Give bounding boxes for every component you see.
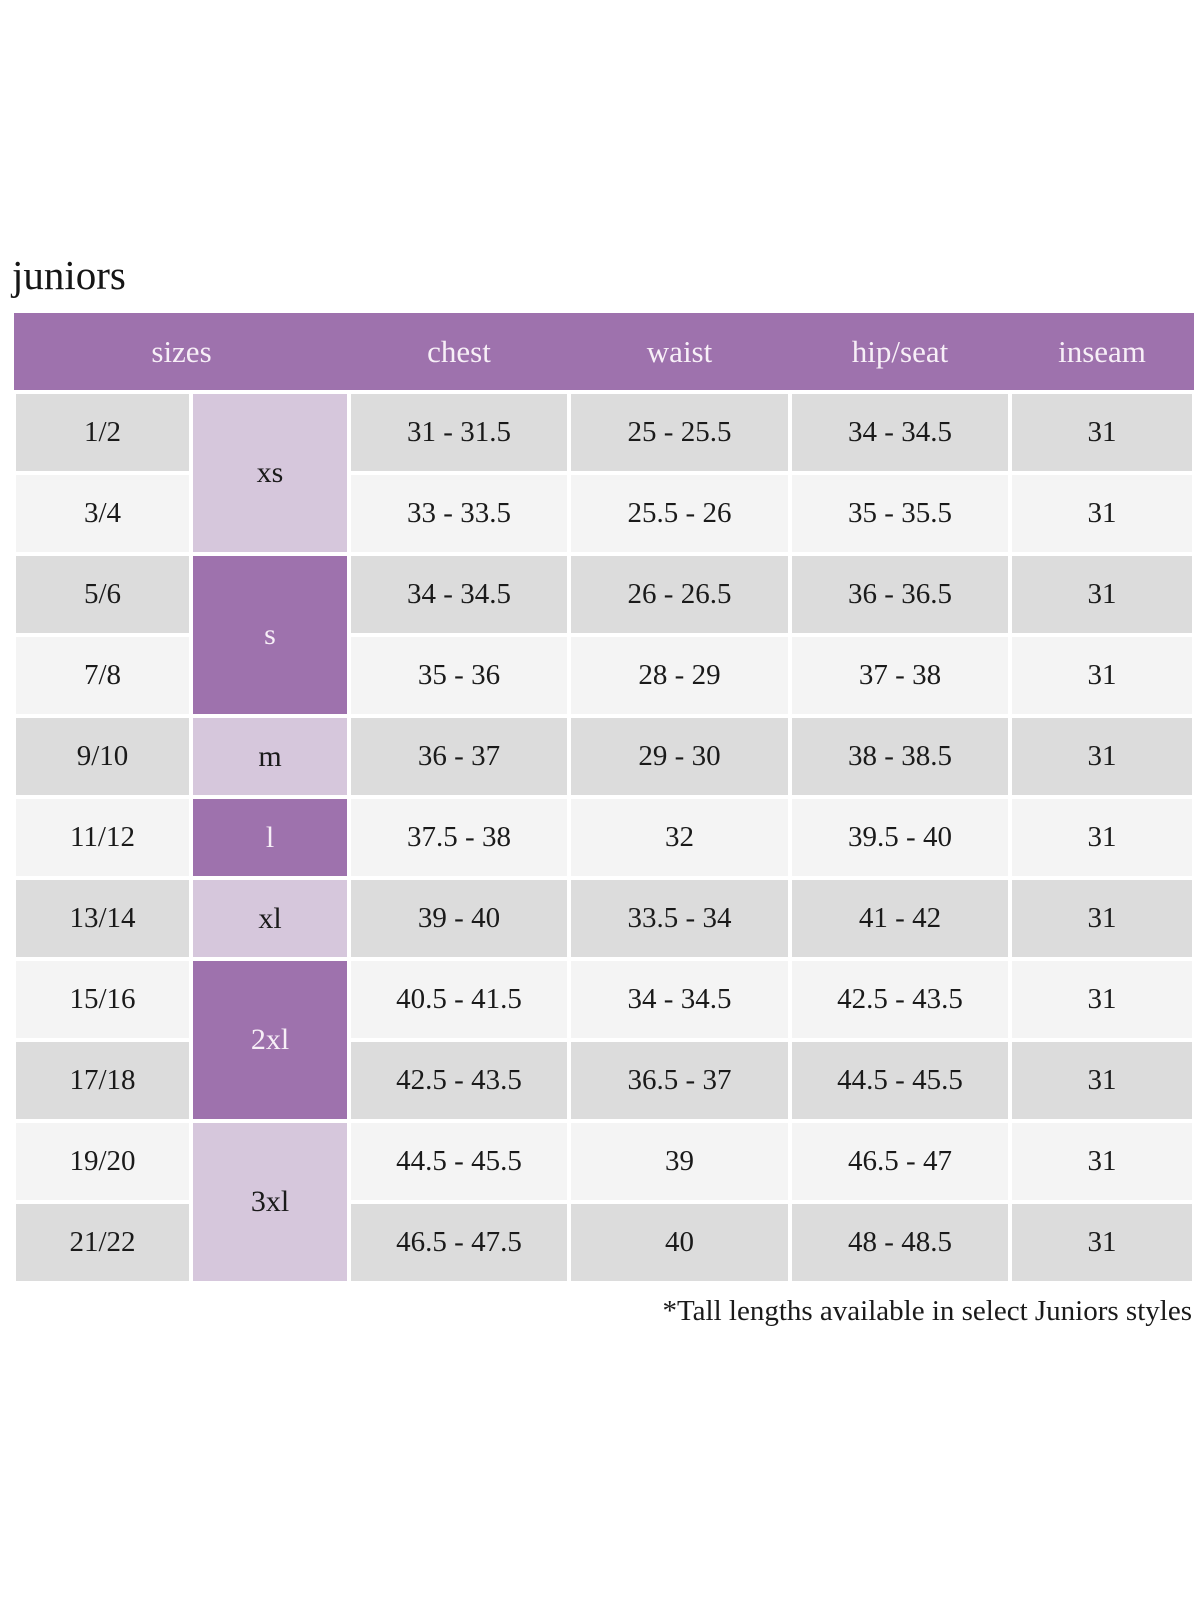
inseam-cell: 31 (1008, 795, 1197, 880)
inseam-cell: 31 (1008, 1119, 1197, 1204)
chest-cell: 35 - 36 (347, 633, 572, 718)
chest-cell: 40.5 - 41.5 (347, 957, 572, 1042)
chest-cell: 33 - 33.5 (347, 471, 572, 556)
waist-cell: 25 - 25.5 (567, 390, 793, 475)
hip-seat-cell: 42.5 - 43.5 (788, 957, 1013, 1042)
size-cell: 1/2 (12, 390, 193, 475)
table-row: 3/4 33 - 33.5 25.5 - 26 35 - 35.5 31 (12, 471, 1197, 556)
size-cell: 7/8 (12, 633, 193, 718)
chest-cell: 36 - 37 (347, 714, 572, 799)
page: juniors sizes chest waist hip/seat insea… (12, 252, 1197, 1327)
waist-cell: 25.5 - 26 (567, 471, 793, 556)
table-row: 15/16 2xl 40.5 - 41.5 34 - 34.5 42.5 - 43.5 3… (12, 957, 1197, 1123)
hip-seat-cell: 48 - 48.5 (788, 1200, 1013, 1285)
chest-cell: 44.5 - 45.5 (347, 1119, 572, 1204)
column-header-chest: chest (349, 313, 570, 392)
waist-cell: 28 - 29 (567, 633, 793, 718)
size-cell: 21/22 (12, 1200, 193, 1285)
inseam-cell: 31 (1008, 390, 1197, 475)
hip-seat-cell: 41 - 42 (788, 876, 1013, 961)
chest-cell: 34 - 34.5 (347, 552, 572, 637)
size-group-label: l (188, 795, 352, 880)
waist-cell: 36.5 - 37 (567, 1038, 793, 1123)
size-cell: 19/20 (12, 1119, 193, 1204)
waist-cell: 40 (567, 1200, 793, 1285)
hip-seat-cell: 46.5 - 47 (788, 1119, 1013, 1204)
column-header-sizes: sizes (14, 313, 350, 392)
size-group-label: xs (188, 390, 352, 556)
size-cell: 15/16 (12, 957, 193, 1042)
inseam-cell: 31 (1008, 552, 1197, 637)
table-row: 21/22 46.5 - 47.5 40 48 - 48.5 31 (12, 1200, 1197, 1285)
inseam-cell: 31 (1008, 957, 1197, 1042)
hip-seat-cell: 39.5 - 40 (788, 795, 1013, 880)
hip-seat-cell: 37 - 38 (788, 633, 1013, 718)
chest-cell: 31 - 31.5 (347, 390, 572, 475)
size-group-label: 2xl (188, 957, 352, 1123)
size-cell: 3/4 (12, 471, 193, 556)
size-group-label: m (188, 714, 352, 799)
size-cell: 9/10 (12, 714, 193, 799)
size-cell: 5/6 (12, 552, 193, 637)
table-row: 17/18 42.5 - 43.5 36.5 - 37 44.5 - 45.5 31 (12, 1038, 1197, 1123)
waist-cell: 32 (567, 795, 793, 880)
page-title: juniors (12, 252, 126, 298)
juniors-size-chart: sizes chest waist hip/seat inseam 1/2 xs 3… (12, 313, 1197, 1285)
inseam-cell: 31 (1008, 471, 1197, 556)
chest-cell: 42.5 - 43.5 (347, 1038, 572, 1123)
table-row: 5/6 s 34 - 34.5 26 - 26.5 36 - 36.5 31 (12, 552, 1197, 718)
inseam-cell: 31 (1008, 1200, 1197, 1285)
waist-cell: 39 (567, 1119, 793, 1204)
waist-cell: 26 - 26.5 (567, 552, 793, 637)
size-cell: 13/14 (12, 876, 193, 961)
inseam-cell: 31 (1008, 876, 1197, 961)
waist-cell: 33.5 - 34 (567, 876, 793, 961)
table-row: 13/14 xl 39 - 40 33.5 - 34 41 - 42 31 (12, 876, 1197, 961)
chest-cell: 46.5 - 47.5 (347, 1200, 572, 1285)
header-row: sizes chest waist hip/seat inseam (14, 313, 1195, 392)
column-header-inseam: inseam (1010, 313, 1195, 392)
hip-seat-cell: 36 - 36.5 (788, 552, 1013, 637)
inseam-cell: 31 (1008, 1038, 1197, 1123)
size-cell: 11/12 (12, 795, 193, 880)
chest-cell: 39 - 40 (347, 876, 572, 961)
size-chart-body: 1/2 xs 31 - 31.5 25 - 25.5 34 - 34.5 31 3/4 33 … (12, 390, 1197, 1285)
size-chart-header: sizes chest waist hip/seat inseam (14, 313, 1195, 392)
waist-cell: 34 - 34.5 (567, 957, 793, 1042)
size-group-label: 3xl (188, 1119, 352, 1285)
size-group-label: xl (188, 876, 352, 961)
inseam-cell: 31 (1008, 633, 1197, 718)
column-header-hip-seat: hip/seat (790, 313, 1011, 392)
size-group-label: s (188, 552, 352, 718)
hip-seat-cell: 44.5 - 45.5 (788, 1038, 1013, 1123)
hip-seat-cell: 35 - 35.5 (788, 471, 1013, 556)
table-row: 19/20 3xl 44.5 - 45.5 39 46.5 - 47 31 (12, 1119, 1197, 1285)
table-row: 9/10 m 36 - 37 29 - 30 38 - 38.5 31 (12, 714, 1197, 799)
column-header-waist: waist (569, 313, 791, 392)
table-row: 11/12 l 37.5 - 38 32 39.5 - 40 31 (12, 795, 1197, 880)
waist-cell: 29 - 30 (567, 714, 793, 799)
inseam-cell: 31 (1008, 714, 1197, 799)
hip-seat-cell: 38 - 38.5 (788, 714, 1013, 799)
footnote: *Tall lengths available in select Junior… (662, 1295, 1192, 1327)
chest-cell: 37.5 - 38 (347, 795, 572, 880)
size-cell: 17/18 (12, 1038, 193, 1123)
table-row: 7/8 35 - 36 28 - 29 37 - 38 31 (12, 633, 1197, 718)
table-row: 1/2 xs 31 - 31.5 25 - 25.5 34 - 34.5 31 (12, 390, 1197, 556)
hip-seat-cell: 34 - 34.5 (788, 390, 1013, 475)
